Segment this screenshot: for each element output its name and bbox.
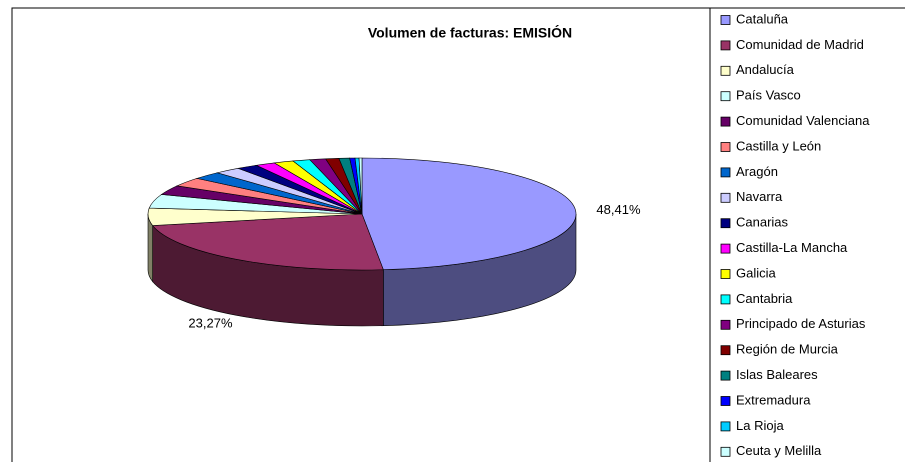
legend-swatch bbox=[720, 167, 731, 178]
legend-swatch bbox=[720, 192, 731, 203]
legend-label: Castilla-La Mancha bbox=[736, 240, 848, 255]
chart-title: Volumen de facturas: EMISIÓN bbox=[368, 24, 572, 41]
legend-swatch bbox=[720, 40, 731, 51]
legend-label: Castilla y León bbox=[736, 138, 821, 153]
legend-swatch bbox=[720, 218, 731, 229]
legend-label: La Rioja bbox=[736, 418, 784, 433]
legend-swatch bbox=[720, 15, 731, 25]
legend-label: Principado de Asturias bbox=[736, 316, 866, 331]
data-label: 23,27% bbox=[188, 316, 233, 331]
legend-swatch bbox=[720, 370, 731, 381]
legend-swatch bbox=[720, 91, 731, 102]
data-label: 48,41% bbox=[596, 202, 641, 217]
legend-swatch bbox=[720, 142, 731, 152]
legend-label: Navarra bbox=[736, 189, 783, 204]
legend-swatch bbox=[720, 116, 731, 127]
slice bbox=[361, 157, 577, 271]
legend-swatch bbox=[720, 65, 731, 76]
legend-swatch bbox=[720, 243, 731, 254]
legend-swatch bbox=[720, 269, 731, 279]
legend-swatch bbox=[720, 446, 731, 457]
legend-label: Andalucía bbox=[736, 62, 795, 77]
slice bbox=[152, 213, 384, 271]
legend-label: Cataluña bbox=[736, 11, 789, 26]
legend-swatch bbox=[720, 319, 731, 330]
legend-label: Comunidad de Madrid bbox=[736, 37, 864, 52]
chart-frame bbox=[11, 7, 905, 462]
legend-label: Región de Murcia bbox=[736, 342, 839, 357]
legend-label: Comunidad Valenciana bbox=[736, 113, 870, 128]
legend-label: Aragón bbox=[736, 164, 778, 179]
legend-label: Ceuta y Melilla bbox=[736, 443, 822, 458]
legend-label: País Vasco bbox=[736, 88, 801, 103]
legend-label: Canarias bbox=[736, 215, 789, 230]
legend-swatch bbox=[720, 345, 731, 356]
legend-label: Extremadura bbox=[736, 392, 811, 407]
legend-swatch bbox=[720, 396, 731, 406]
legend-label: Cantabria bbox=[736, 291, 793, 306]
legend-swatch bbox=[720, 294, 731, 305]
legend-swatch bbox=[720, 421, 731, 432]
legend-label: Islas Baleares bbox=[736, 367, 818, 382]
legend-label: Galicia bbox=[736, 265, 777, 280]
slice bbox=[358, 157, 363, 215]
